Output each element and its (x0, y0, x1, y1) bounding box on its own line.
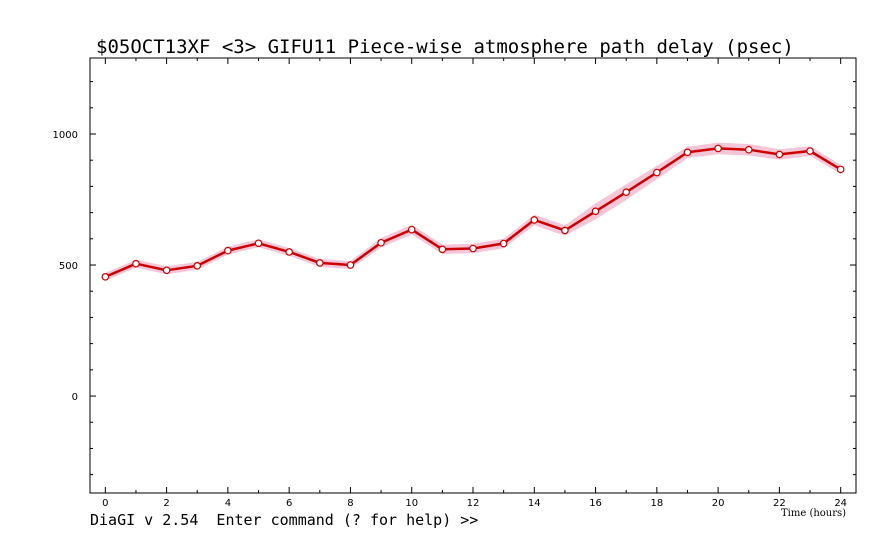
data-point (101, 273, 110, 281)
chart-title: $05OCT13XF <3> GIFU11 Piece-wise atmosph… (96, 36, 794, 58)
x-tick-label: 2 (163, 498, 169, 509)
data-point (346, 261, 355, 269)
series-polyline (104, 147, 842, 278)
plot-frame (89, 57, 857, 494)
x-tick-label: 8 (347, 498, 353, 509)
data-point (683, 148, 692, 157)
data-point (591, 207, 600, 216)
x-axis-label: Time (hours) (781, 508, 846, 519)
data-point (561, 226, 569, 235)
data-point (622, 188, 631, 196)
data-point (254, 239, 263, 248)
data-point (285, 248, 293, 256)
error-band-area (105, 142, 841, 281)
y-tick-label: 500 (59, 261, 78, 272)
data-point (530, 216, 539, 224)
data-point (653, 168, 661, 177)
x-tick-label: 20 (712, 498, 725, 509)
series-line (104, 147, 842, 278)
series-markers (101, 144, 845, 281)
x-tick-label: 22 (773, 498, 786, 509)
data-point (132, 259, 140, 268)
x-tick-label: 14 (528, 498, 541, 509)
x-tick-label: 4 (225, 498, 231, 509)
data-point (224, 246, 232, 255)
data-point (193, 262, 202, 270)
data-point (775, 150, 784, 159)
data-point (499, 239, 508, 248)
x-tick-label: 12 (467, 498, 480, 509)
data-point (438, 245, 447, 254)
data-point (377, 238, 385, 247)
x-tick-label: 18 (650, 498, 663, 509)
x-tick-label: 24 (834, 498, 847, 509)
data-point (469, 244, 477, 253)
data-point (714, 144, 722, 153)
x-tick-label: 16 (589, 498, 602, 509)
command-prompt[interactable]: DiaGI v 2.54 Enter command (? for help) … (90, 511, 479, 529)
data-point (744, 145, 753, 154)
data-point (315, 259, 324, 267)
data-point (806, 147, 814, 155)
data-point (836, 165, 845, 174)
error-band (105, 142, 841, 281)
data-point (407, 225, 416, 234)
x-tick-label: 10 (405, 498, 418, 509)
x-tick-label: 6 (286, 498, 292, 509)
data-point (162, 266, 171, 275)
y-tick-label: 1000 (53, 130, 78, 141)
x-tick-label: 0 (102, 498, 108, 509)
y-tick-label: 0 (72, 392, 78, 403)
